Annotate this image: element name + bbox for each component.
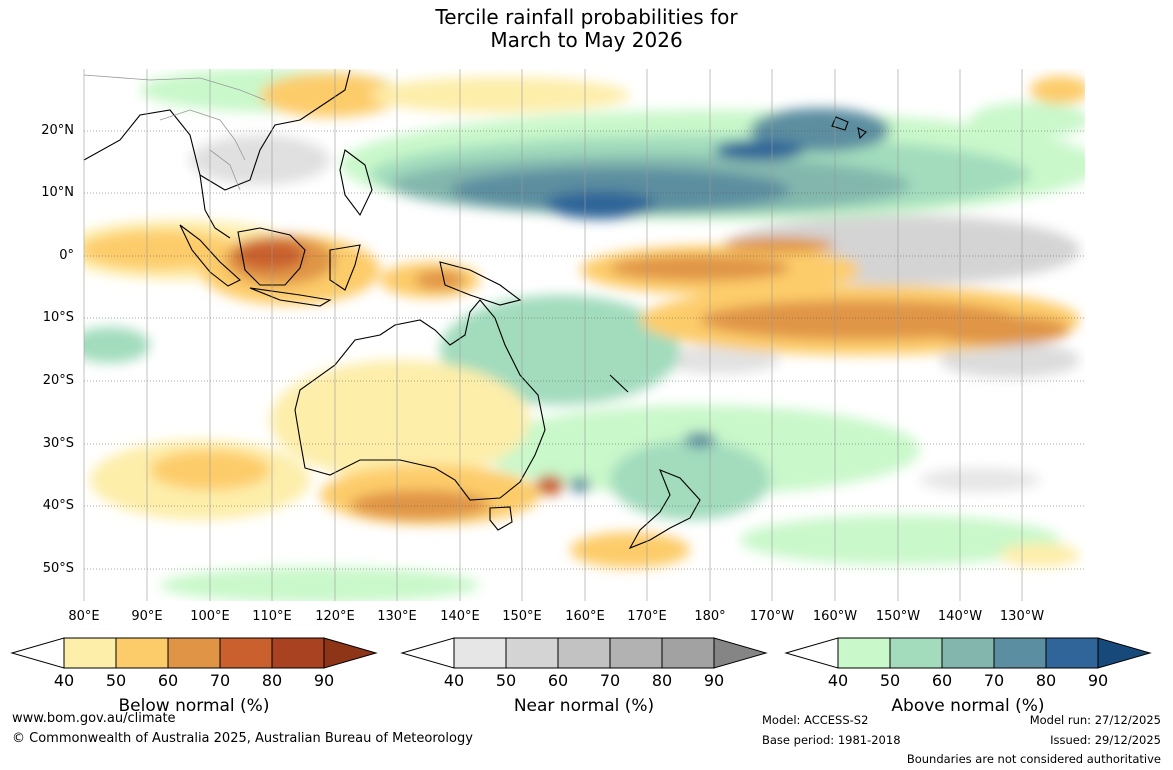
lon-label: 150°W <box>875 609 921 624</box>
lon-label: 140°W <box>937 609 983 624</box>
meridians <box>83 69 1023 601</box>
colorbar-extend-high <box>323 637 378 669</box>
above-normal-colorbar <box>784 637 1152 669</box>
coastlines <box>83 69 867 550</box>
colorbar-segment <box>167 637 221 669</box>
colorbar-tick: 70 <box>983 671 1005 690</box>
lat-label: 20°N <box>41 123 74 138</box>
colorbar-tick: 60 <box>931 671 953 690</box>
lon-label: 160°E <box>565 609 605 624</box>
lon-label: 100°E <box>190 609 230 624</box>
above-normal-label: Above normal (%) <box>891 696 1045 716</box>
colorbar-tick: 60 <box>547 671 569 690</box>
colorbar-tick: 80 <box>1035 671 1057 690</box>
model-text: Model: ACCESS-S2 <box>762 713 869 727</box>
colorbar-segment <box>63 637 117 669</box>
lon-label: 110°E <box>252 609 292 624</box>
below-normal-label: Below normal (%) <box>118 696 270 716</box>
near-normal-label: Near normal (%) <box>513 696 655 716</box>
colorbar-extend-low <box>400 637 455 669</box>
rainfall-probability-map <box>83 69 1085 601</box>
colorbar-tick: 70 <box>599 671 621 690</box>
probability-shading <box>84 69 1085 601</box>
lon-label: 170°W <box>749 609 795 624</box>
lon-label: 180° <box>694 609 726 624</box>
lat-label: 30°S <box>42 436 74 451</box>
colorbar-tick: 50 <box>879 671 901 690</box>
website-link[interactable]: www.bom.gov.au/climate <box>12 711 176 726</box>
colorbar-segment <box>941 637 995 669</box>
copyright-text: © Commonwealth of Australia 2025, Austra… <box>12 731 473 746</box>
colorbar-extend-low <box>10 637 65 669</box>
below-normal-colorbar <box>10 637 378 669</box>
lon-label: 150°E <box>502 609 542 624</box>
colorbar-segment <box>505 637 559 669</box>
colorbar-tick: 40 <box>443 671 465 690</box>
lon-label: 90°E <box>131 609 163 624</box>
colorbar-tick: 90 <box>1087 671 1109 690</box>
colorbar-segment <box>219 637 273 669</box>
lon-label: 160°W <box>812 609 858 624</box>
lat-label: 10°S <box>42 310 74 325</box>
colorbar-segment <box>993 637 1047 669</box>
issued-text: Issued: 29/12/2025 <box>1050 733 1161 747</box>
colorbar-segment <box>115 637 169 669</box>
colorbar-tick: 80 <box>261 671 283 690</box>
colorbar-segment <box>557 637 611 669</box>
disclaimer-text: Boundaries are not considered authoritat… <box>906 752 1161 766</box>
lat-label: 50°S <box>42 561 74 576</box>
colorbar-segment <box>837 637 891 669</box>
base-period-text: Base period: 1981-2018 <box>762 733 901 747</box>
country-borders <box>83 74 266 191</box>
map-title-line1: Tercile rainfall probabilities for <box>435 5 738 29</box>
lat-label: 20°S <box>42 373 74 388</box>
lat-label: 0° <box>59 248 74 263</box>
colorbar-tick: 80 <box>651 671 673 690</box>
lon-label: 140°E <box>440 609 480 624</box>
lon-label: 80°E <box>68 609 100 624</box>
lat-label: 10°N <box>41 185 74 200</box>
model-run-text: Model run: 27/12/2025 <box>1029 713 1161 727</box>
colorbar-tick: 60 <box>157 671 179 690</box>
colorbar-segment <box>661 637 715 669</box>
colorbar-extend-high <box>713 637 768 669</box>
colorbar-tick: 40 <box>53 671 75 690</box>
lon-label: 120°E <box>315 609 355 624</box>
map-title-line2: March to May 2026 <box>490 28 683 52</box>
near-normal-colorbar <box>400 637 768 669</box>
colorbar-tick: 50 <box>105 671 127 690</box>
lon-label: 170°E <box>627 609 667 624</box>
colorbar-tick: 90 <box>313 671 335 690</box>
colorbar-tick: 90 <box>703 671 725 690</box>
colorbar-segment <box>453 637 507 669</box>
lat-label: 40°S <box>42 498 74 513</box>
colorbar-tick: 50 <box>495 671 517 690</box>
colorbar-extend-low <box>784 637 839 669</box>
colorbar-segment <box>889 637 943 669</box>
colorbar-extend-high <box>1097 637 1152 669</box>
colorbar-segment <box>271 637 325 669</box>
colorbar-segment <box>1045 637 1099 669</box>
lon-label: 130°E <box>377 609 417 624</box>
lon-label: 130°W <box>999 609 1045 624</box>
colorbar-tick: 40 <box>827 671 849 690</box>
graticule <box>84 130 1085 570</box>
colorbar-tick: 70 <box>209 671 231 690</box>
colorbar-segment <box>609 637 663 669</box>
